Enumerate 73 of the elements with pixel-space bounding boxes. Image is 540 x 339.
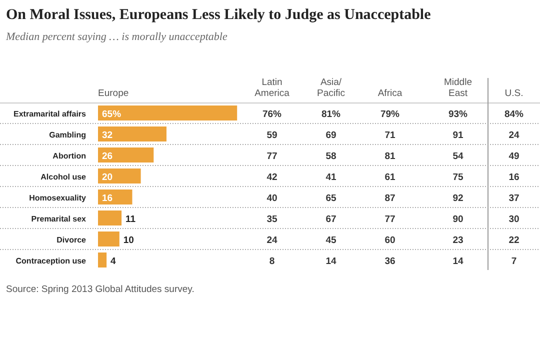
data-label: 14 [452,256,464,267]
data-label: 81% [321,109,342,120]
y-tick-label: Alcohol use [40,172,87,182]
data-label: 10 [123,235,134,246]
y-tick-label: Divorce [56,236,87,244]
data-label: 93% [448,109,468,120]
data-label: 91 [452,130,464,141]
data-label: 37 [508,193,520,204]
x-tick-label: Africa [378,88,403,99]
data-label: 58 [326,151,336,162]
bar [98,190,132,204]
data-label: 54 [452,151,464,162]
data-label: 35 [266,214,278,225]
data-label: 59 [266,130,278,141]
data-label: 77 [266,151,278,162]
data-label: 26 [102,151,113,162]
data-label: 23 [452,235,464,246]
data-label: 24 [266,235,278,246]
y-tick-label: Extramarital affairs [14,110,87,118]
source-note: Source: Spring 2013 Global Attitudes survey. [6,284,194,295]
data-label: 4 [110,256,117,267]
data-label: 61 [384,172,396,183]
data-label: 16 [508,172,520,183]
data-label: 60 [384,235,396,246]
chart-title: On Moral Issues, Europeans Less Likely to Judge as Unacceptable [6,7,432,23]
data-label: 14 [326,256,337,267]
data-label: 24 [508,130,520,141]
chart-subtitle: Median percent saying … is morally unacceptable [5,31,228,43]
data-label: 42 [266,172,278,183]
x-tick-label: U.S. [504,88,524,99]
data-label: 71 [384,130,396,141]
y-tick-label: Abortion [52,152,86,160]
series-label: Europe [98,88,129,99]
data-label: 90 [452,214,464,225]
data-label: 30 [508,214,520,225]
data-label: 41 [326,172,337,183]
y-tick-label: Gambling [49,130,86,140]
data-label: 8 [269,256,275,267]
data-label: 87 [384,193,396,204]
data-label: 92 [452,193,464,204]
data-label: 32 [102,130,113,141]
x-tick-label: Middle East [444,77,472,99]
x-tick-label: Asia/Pacific [317,77,346,99]
data-label: 65% [102,109,122,120]
y-tick-label: Homosexuality [29,194,87,202]
data-label: 77 [384,214,396,225]
bar [98,126,166,142]
data-label: 76% [262,109,282,120]
data-label: 11 [126,214,136,225]
data-label: 49 [508,151,520,162]
data-label: 65 [326,193,337,204]
y-tick-label: Premarital sex [31,214,87,224]
data-label: 69 [326,130,336,141]
data-label: 67 [326,214,336,225]
data-label: 84% [504,109,524,120]
y-tick-label: Contraception use [16,256,87,266]
data-label: 20 [102,172,113,183]
data-label: 22 [508,235,520,246]
data-label: 45 [326,235,337,246]
data-label: 40 [266,193,278,204]
data-label: 75 [452,172,464,183]
data-label: 7 [511,256,517,267]
x-tick-label: Latin America [254,77,290,99]
bar [98,210,122,226]
data-label: 81 [384,151,396,162]
bar [98,252,107,268]
data-label: 36 [384,256,396,267]
data-label: 79% [380,109,400,120]
bar [98,148,154,162]
bar [98,168,141,184]
bar [98,232,120,246]
bar [98,106,238,120]
data-label: 16 [102,193,113,204]
